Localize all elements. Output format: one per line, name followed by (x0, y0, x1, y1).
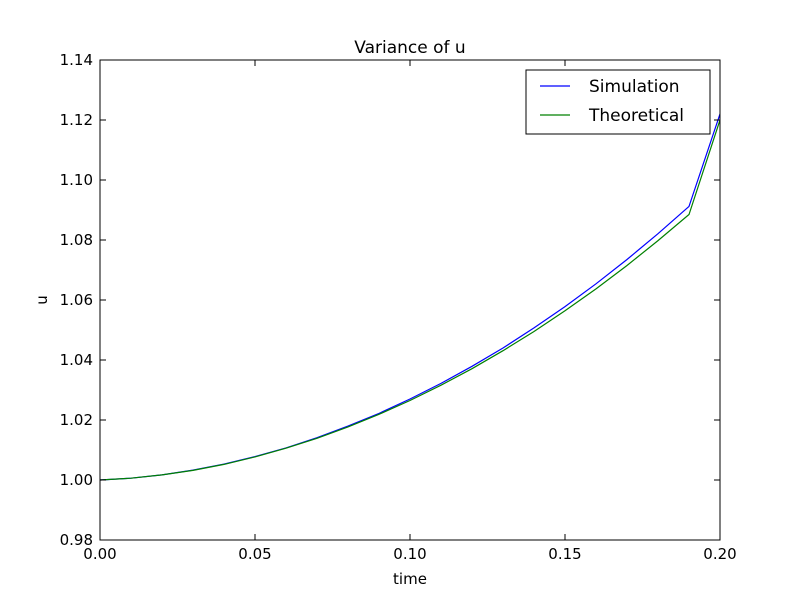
series-line-simulation (99, 113, 721, 481)
series-line-theoretical (99, 119, 721, 481)
x-axis-label: time (393, 570, 427, 588)
y-tick-label: 1.08 (60, 231, 93, 249)
y-tick-label: 0.98 (60, 531, 93, 549)
y-tick-label: 1.12 (60, 111, 93, 129)
x-tick-label: 0.10 (393, 545, 426, 563)
x-tick-label: 0.20 (703, 545, 736, 563)
y-tick-label: 1.14 (60, 51, 93, 69)
y-tick-label: 1.00 (60, 471, 93, 489)
legend-label-simulation: Simulation (589, 77, 680, 97)
plot-lines (99, 113, 721, 481)
y-ticks: 0.98 1.00 1.02 1.04 1.06 1.08 1.10 1.12 1.14 (60, 51, 720, 549)
x-tick-label: 0.15 (548, 545, 581, 563)
y-tick-label: 1.06 (60, 291, 93, 309)
chart-title: Variance of u (354, 38, 465, 58)
legend: Simulation Theoretical (525, 69, 711, 135)
y-axis-label: u (33, 295, 51, 305)
x-ticks: 0.00 0.05 0.10 0.15 0.20 (83, 60, 737, 563)
x-tick-label: 0.00 (83, 545, 116, 563)
y-tick-label: 1.10 (60, 171, 93, 189)
y-tick-label: 1.02 (60, 411, 93, 429)
legend-label-theoretical: Theoretical (588, 106, 684, 126)
x-tick-label: 0.05 (238, 545, 271, 563)
y-tick-label: 1.04 (60, 351, 93, 369)
legend-box (525, 69, 711, 135)
